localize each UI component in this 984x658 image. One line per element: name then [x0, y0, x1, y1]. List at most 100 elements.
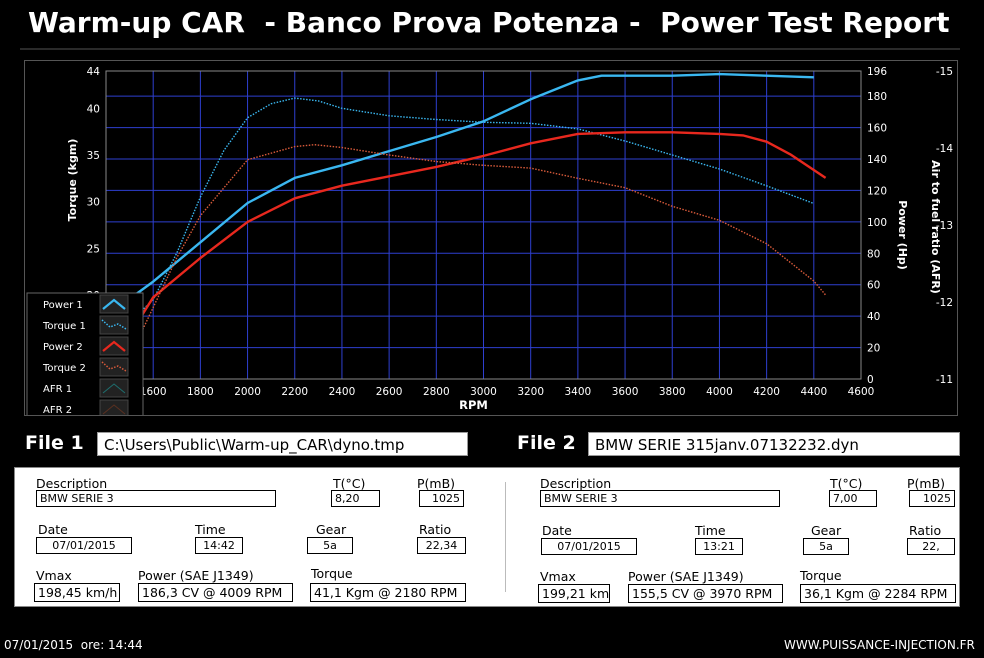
file1-power-label: Power (SAE J1349) [138, 568, 254, 583]
y-left-axis-label: Torque (kgm) [66, 139, 79, 222]
file1-date-field[interactable]: 07/01/2015 [36, 537, 132, 554]
panel-divider [505, 482, 506, 592]
file2-description-label: Description [540, 476, 612, 491]
y-afr-tick-label: -15 [936, 66, 953, 78]
file1-description-field[interactable]: BMW SERIE 3 [36, 490, 276, 507]
x-tick-label: 4200 [753, 386, 780, 398]
y-left-tick-label: 44 [87, 66, 101, 78]
y-left-tick-label: 40 [87, 103, 100, 115]
x-axis-label: RPM [459, 398, 488, 412]
file1-torque-field[interactable]: 41,1 Kgm @ 2180 RPM [310, 583, 466, 602]
x-tick-label: 4600 [848, 386, 875, 398]
legend-label: AFR 2 [43, 405, 72, 415]
report-title: Warm-up CAR - Banco Prova Potenza - Powe… [28, 6, 950, 39]
file2-vmax-field[interactable]: 199,21 km/ [538, 584, 610, 603]
legend-swatch-bg [99, 378, 129, 398]
file2-time-label: Time [695, 523, 726, 538]
y-afr-axis-label: Air to fuel ratio (AFR) [929, 160, 942, 294]
x-tick-label: 2200 [281, 386, 308, 398]
file2-temp-label: T(°C) [830, 476, 863, 491]
y-afr-tick-label: -14 [936, 143, 953, 155]
y-right-tick-label: 0 [867, 374, 874, 386]
y-right-axis-label: Power (Hp) [896, 200, 909, 270]
file2-torque-field[interactable]: 36,1 Kgm @ 2284 RPM [800, 584, 956, 603]
y-right-tick-label: 196 [867, 66, 887, 78]
file2-power-field[interactable]: 155,5 CV @ 3970 RPM [628, 584, 783, 603]
file1-temp-field[interactable]: 8,20 [331, 490, 380, 507]
file2-gear-field[interactable]: 5a [803, 538, 849, 555]
y-right-tick-label: 60 [867, 280, 880, 292]
y-right-tick-label: 120 [867, 185, 887, 197]
y-left-tick-label: 25 [87, 243, 100, 255]
legend-swatch-bg [99, 336, 129, 356]
file1-gear-field[interactable]: 5a [307, 537, 353, 554]
file1-time-field[interactable]: 14:42 [195, 537, 243, 554]
x-tick-label: 1800 [187, 386, 214, 398]
legend-label: Torque 1 [42, 321, 86, 332]
y-left-tick-label: 30 [87, 197, 100, 209]
file1-time-label: Time [195, 522, 226, 537]
series-line-power-1 [105, 72, 814, 318]
series-line-torque-1 [140, 97, 815, 312]
x-tick-label: 1600 [140, 386, 167, 398]
legend-marker [102, 298, 126, 310]
file2-gear-label: Gear [811, 523, 842, 538]
file2-ratio-field[interactable]: 22, [907, 538, 955, 555]
y-left-tick-label: 35 [87, 150, 100, 162]
x-tick-label: 2600 [376, 386, 403, 398]
file2-path-field[interactable]: BMW SERIE 315janv.07132232.dyn [588, 432, 960, 456]
y-right-tick-label: 40 [867, 311, 880, 323]
legend-marker [102, 340, 126, 352]
file2-description-field[interactable]: BMW SERIE 3 [540, 490, 780, 507]
file1-vmax-label: Vmax [36, 568, 72, 583]
y-right-tick-label: 80 [867, 248, 880, 260]
x-tick-label: 2400 [329, 386, 356, 398]
footer-website[interactable]: WWW.PUISSANCE-INJECTION.FR [784, 638, 975, 652]
file1-description-label: Description [36, 476, 108, 491]
file2-power-label: Power (SAE J1349) [628, 569, 744, 584]
y-afr-tick-label: -13 [936, 220, 953, 232]
x-tick-label: 3000 [470, 386, 497, 398]
file1-power-field[interactable]: 186,3 CV @ 4009 RPM [138, 583, 293, 602]
file1-pressure-field[interactable]: 1025 [419, 490, 464, 507]
legend-label: Power 1 [43, 300, 83, 311]
legend-label: Torque 2 [42, 363, 86, 374]
file2-vmax-label: Vmax [540, 569, 576, 584]
dyno-chart: 1600 1800 2000 2200 2400 2600 2800 3000 3200 3400… [25, 61, 957, 424]
x-tick-label: 3200 [517, 386, 544, 398]
file1-path-field[interactable]: C:\Users\Public\Warm-up_CAR\dyno.tmp [97, 432, 468, 456]
y-afr-tick-label: -11 [936, 374, 953, 386]
title-divider [20, 48, 960, 50]
x-tick-label: 3400 [565, 386, 592, 398]
legend-label: AFR 1 [43, 384, 72, 395]
plot-border [105, 70, 862, 380]
file2-time-field[interactable]: 13:21 [695, 538, 743, 555]
file1-ratio-field[interactable]: 22,34 [417, 537, 466, 554]
file2-date-field[interactable]: 07/01/2015 [541, 538, 637, 555]
file2-temp-field[interactable]: 7,00 [829, 490, 877, 507]
file1-temp-label: T(°C) [333, 476, 366, 491]
y-right-tick-label: 100 [867, 217, 887, 229]
file2-ratio-label: Ratio [909, 523, 942, 538]
series-line-power-2 [140, 131, 827, 317]
x-tick-label: 2800 [423, 386, 450, 398]
file2-pressure-label: P(mB) [907, 476, 946, 491]
file2-date-label: Date [542, 523, 572, 538]
file1-torque-label: Torque [311, 566, 353, 581]
file1-label: File 1 [25, 432, 84, 454]
file1-vmax-field[interactable]: 198,45 km/h [34, 583, 120, 602]
file2-pressure-field[interactable]: 1025 [909, 490, 955, 507]
x-tick-label: 4000 [706, 386, 733, 398]
file1-ratio-label: Ratio [419, 522, 452, 537]
y-right-tick-label: 140 [867, 154, 887, 166]
y-right-tick-label: 160 [867, 123, 887, 135]
legend-label: Power 2 [43, 342, 83, 353]
legend-swatch-bg [99, 294, 129, 314]
dyno-chart-panel: 1600 1800 2000 2200 2400 2600 2800 3000 3200 3400… [24, 60, 958, 424]
file2-torque-label: Torque [800, 568, 842, 583]
legend-marker [102, 404, 126, 415]
y-right-tick-label: 180 [867, 91, 887, 103]
y-afr-tick-label: -12 [936, 297, 953, 309]
x-tick-label: 4400 [800, 386, 827, 398]
file1-gear-label: Gear [316, 522, 347, 537]
